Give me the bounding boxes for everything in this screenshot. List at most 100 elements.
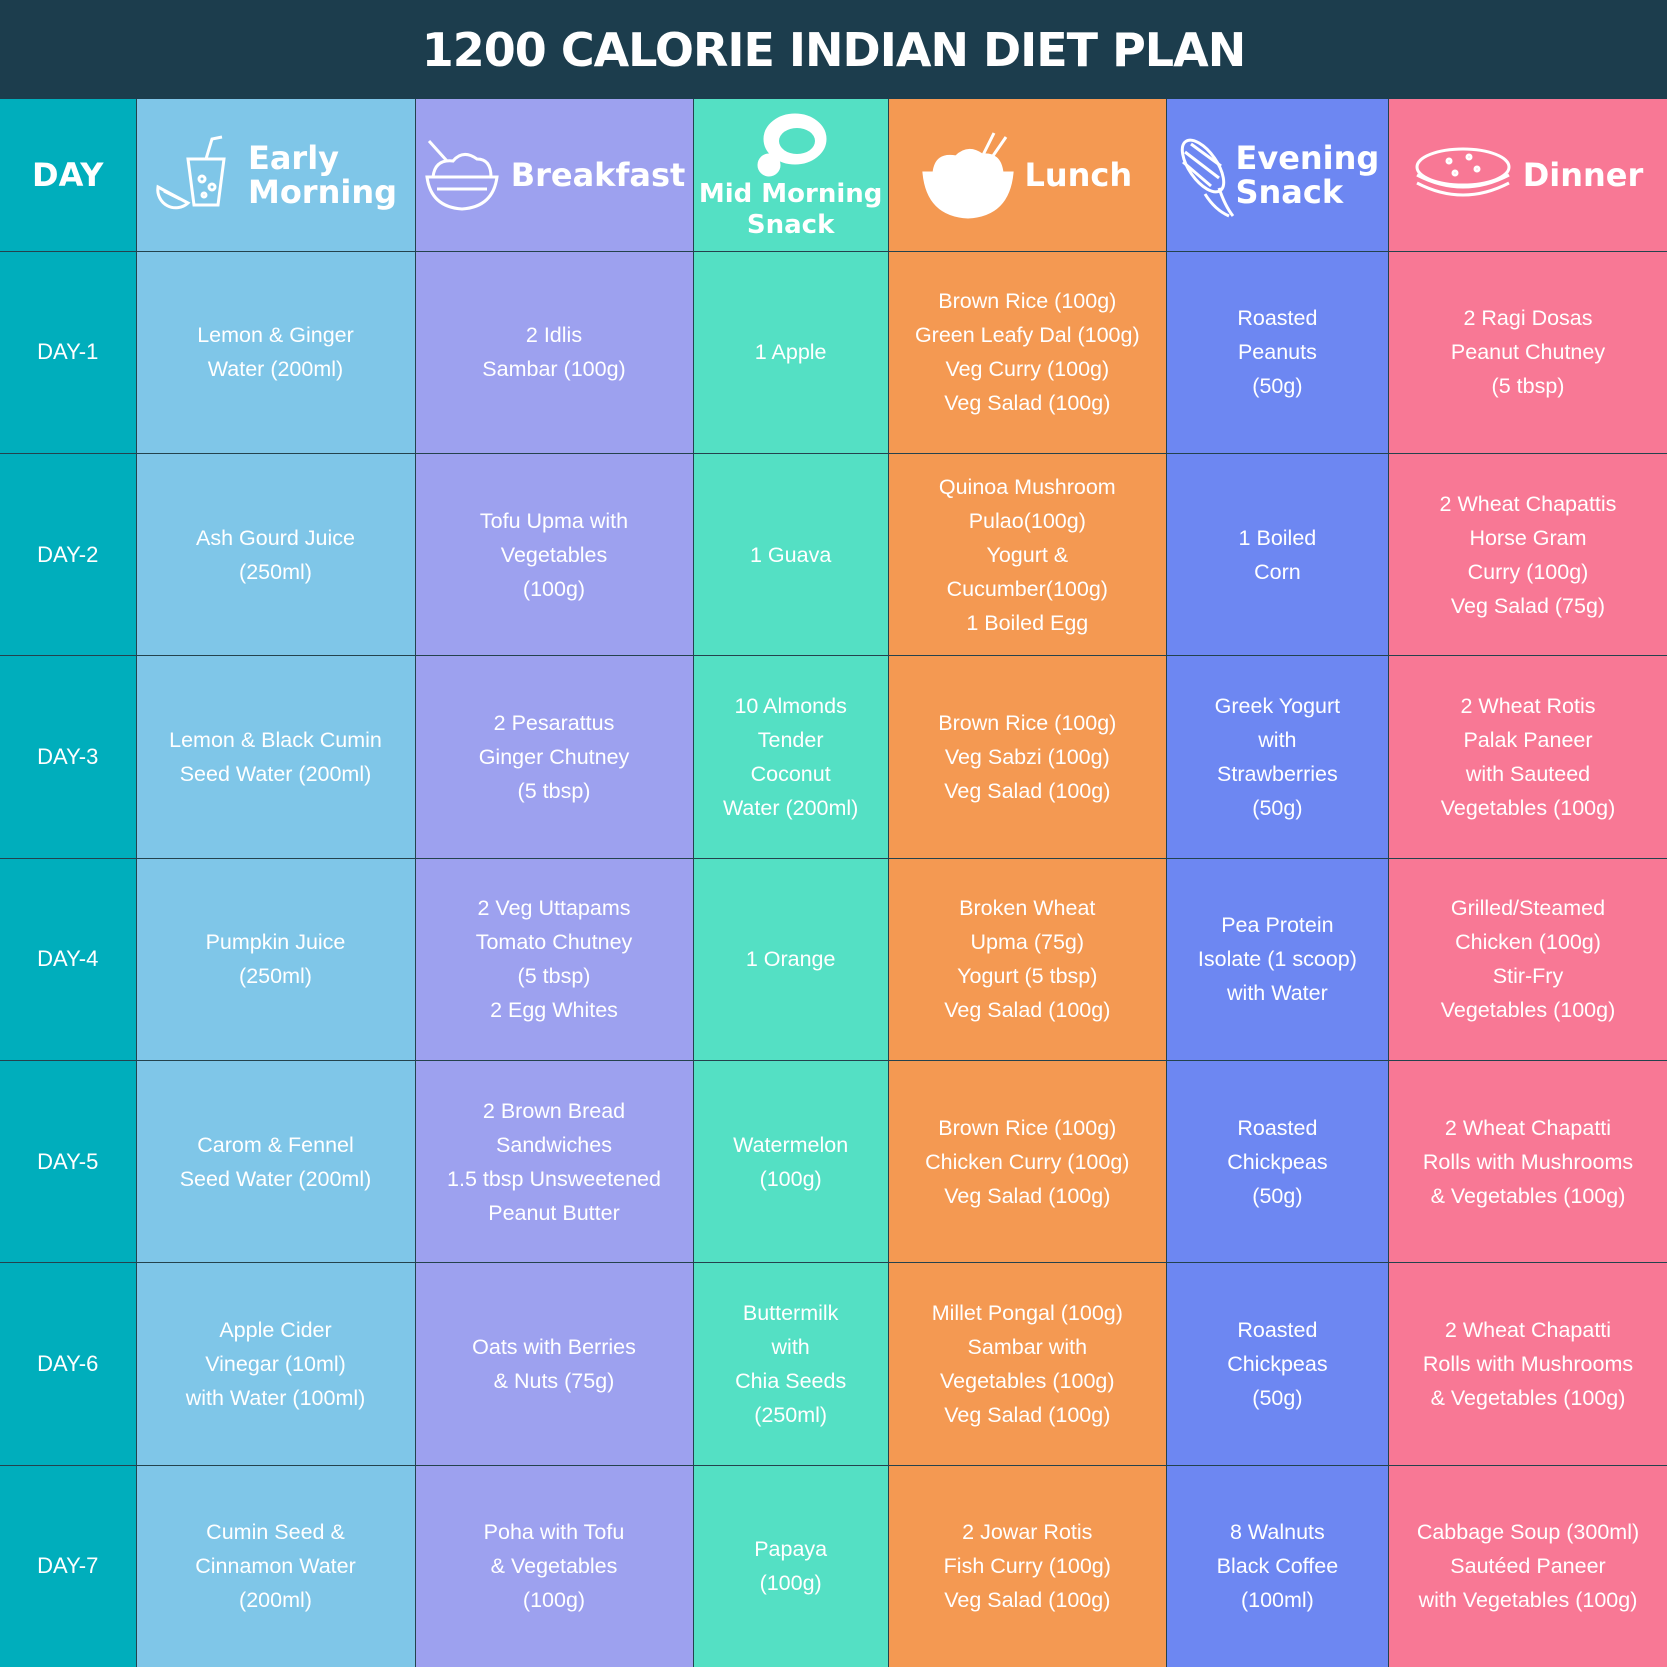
meal-cell: Broken Wheat Upma (75g) Yogurt (5 tbsp) Veg… — [888, 858, 1166, 1060]
meal-line: Veg Salad (100g) — [944, 778, 1111, 803]
header-cell: Early Morning — [136, 99, 415, 251]
meal-line: Lemon & Black Cumin — [169, 727, 382, 752]
meal-line: Brown Rice (100g) — [938, 710, 1117, 735]
meal-line: 1 Orange — [745, 947, 836, 972]
meal-line: Coconut — [750, 761, 831, 786]
meal-line: 2 Wheat Chapattis — [1439, 491, 1617, 516]
meal-cell: Roasted Chickpeas (50g) — [1166, 1060, 1388, 1263]
header-cell: Lunch — [888, 99, 1166, 251]
meal-cell: 1 Guava — [693, 453, 888, 656]
meal-line: 2 Pesarattus — [493, 710, 615, 735]
meal-line: 2 Veg Uttapams — [477, 896, 631, 921]
meal-cell: Watermelon (100g) — [693, 1060, 888, 1263]
meal-line: Black Coffee — [1216, 1554, 1339, 1579]
header-cell: DAY — [0, 99, 136, 251]
meal-cell: 1 Orange — [693, 858, 888, 1060]
meal-cell: Tofu Upma with Vegetables (100g) — [415, 453, 693, 656]
meal-cell: Roasted Chickpeas (50g) — [1166, 1263, 1388, 1465]
diet-table: DAY Early Morning Breakfast Mid Morning Sn… — [0, 99, 1667, 1667]
day-cell: DAY-7 — [0, 1465, 136, 1667]
meal-line: with — [771, 1334, 810, 1359]
meal-line: Chicken (100g) — [1455, 930, 1601, 955]
meal-cell: 2 Ragi Dosas Peanut Chutney (5 tbsp) — [1389, 251, 1667, 453]
meal-line: Lemon & Ginger — [197, 323, 354, 348]
meal-line: (50g) — [1252, 1183, 1303, 1208]
meal-line: Veg Salad (100g) — [944, 1402, 1111, 1427]
meal-line: Veg Sabzi (100g) — [944, 744, 1110, 769]
meal-line: (50g) — [1252, 374, 1303, 399]
header-line: Evening — [1235, 138, 1380, 177]
meal-cell: Lemon & Black Cumin Seed Water (200ml) — [136, 656, 415, 858]
meal-line: Veg Salad (100g) — [944, 998, 1111, 1023]
bowl-icon — [424, 139, 499, 211]
corn-icon — [1181, 138, 1235, 218]
meal-cell: Carom & Fennel Seed Water (200ml) — [136, 1060, 415, 1263]
meal-line: Rolls with Mushrooms — [1422, 1149, 1634, 1174]
meal-line: Veg Salad (100g) — [944, 1588, 1111, 1613]
meal-cell: Millet Pongal (100g) Sambar with Vegetable… — [888, 1263, 1166, 1465]
meal-line: 1.5 tbsp Unsweetened — [447, 1166, 661, 1191]
meal-line: 1 Apple — [754, 340, 827, 365]
day-cell: DAY-3 — [0, 656, 136, 858]
header-line: Breakfast — [510, 155, 686, 194]
meal-line: Buttermilk — [742, 1300, 839, 1325]
meal-line: Vinegar (10ml) — [205, 1351, 346, 1376]
meal-line: Water (200ml) — [722, 795, 859, 820]
day-cell: DAY-5 — [0, 1060, 136, 1263]
meal-line: Roasted — [1237, 306, 1318, 331]
meal-line: with Water (100ml) — [185, 1385, 366, 1410]
meal-line: Grilled/Steamed — [1450, 896, 1606, 921]
header-cell: Evening Snack — [1166, 99, 1388, 251]
meal-line: Veg Curry (100g) — [945, 357, 1110, 382]
meal-line: Corn — [1254, 559, 1301, 584]
meal-line: Veg Salad (100g) — [944, 1183, 1111, 1208]
meal-line: Poha with Tofu — [483, 1520, 625, 1545]
meal-line: Cumin Seed & — [206, 1520, 345, 1545]
meal-line: 1 Boiled Egg — [966, 610, 1089, 635]
meal-cell: Quinoa Mushroom Pulao(100g) Yogurt & Cucumb… — [888, 453, 1166, 656]
meal-line: (50g) — [1252, 1385, 1303, 1410]
meal-cell: Brown Rice (100g) Green Leafy Dal (100g) V… — [888, 251, 1166, 453]
header-label: Early Morning — [248, 141, 397, 209]
meal-cell: 2 Veg Uttapams Tomato Chutney (5 tbsp) 2 Eg… — [415, 858, 693, 1060]
meal-line: 10 Almonds — [734, 693, 847, 718]
rice-bowl-icon — [922, 132, 1015, 219]
meal-line: Seed Water (200ml) — [179, 761, 372, 786]
meal-line: (250ml) — [239, 559, 312, 584]
meal-line: Oats with Berries — [472, 1334, 636, 1359]
meal-line: Pulao(100g) — [968, 508, 1086, 533]
meal-line: 2 Egg Whites — [490, 998, 618, 1023]
meal-line: Palak Paneer — [1463, 727, 1593, 752]
day-cell: DAY-6 — [0, 1263, 136, 1465]
meal-line: Yogurt & — [986, 542, 1069, 567]
meal-line: Curry (100g) — [1467, 559, 1589, 584]
meal-cell: Pumpkin Juice (250ml) — [136, 858, 415, 1060]
meal-cell: Oats with Berries & Nuts (75g) — [415, 1263, 693, 1465]
day-cell: DAY-2 — [0, 453, 136, 656]
meal-line: Cabbage Soup (300ml) — [1416, 1520, 1640, 1545]
meal-line: Green Leafy Dal (100g) — [914, 323, 1140, 348]
meal-line: Watermelon — [733, 1132, 849, 1157]
meal-line: Brown Rice (100g) — [938, 289, 1117, 314]
meal-line: Veg Salad (100g) — [944, 391, 1111, 416]
meal-line: Tender — [757, 727, 824, 752]
header-line: Snack — [746, 209, 835, 240]
meal-line: 2 Brown Bread — [482, 1098, 626, 1123]
meal-line: Yogurt (5 tbsp) — [957, 964, 1098, 989]
meal-line: Ash Gourd Juice — [196, 525, 355, 550]
meal-cell: Poha with Tofu & Vegetables (100g) — [415, 1465, 693, 1667]
meal-line: & Vegetables — [490, 1554, 618, 1579]
meal-line: Rolls with Mushrooms — [1422, 1351, 1634, 1376]
meal-line: Vegetables (100g) — [940, 1368, 1115, 1393]
header-cell: Breakfast — [415, 99, 693, 251]
header-cell: Mid Morning Snack — [693, 99, 888, 251]
meal-line: Peanuts — [1237, 340, 1317, 365]
meal-line: Cucumber(100g) — [946, 576, 1108, 601]
meal-line: 2 Wheat Rotis — [1460, 693, 1596, 718]
meal-line: 2 Jowar Rotis — [962, 1520, 1093, 1545]
meal-line: Tofu Upma with — [479, 508, 629, 533]
meal-cell: 2 Wheat Chapatti Rolls with Mushrooms & Ve… — [1389, 1263, 1667, 1465]
meal-line: Roasted — [1237, 1317, 1318, 1342]
header-line: Lunch — [1024, 155, 1133, 194]
